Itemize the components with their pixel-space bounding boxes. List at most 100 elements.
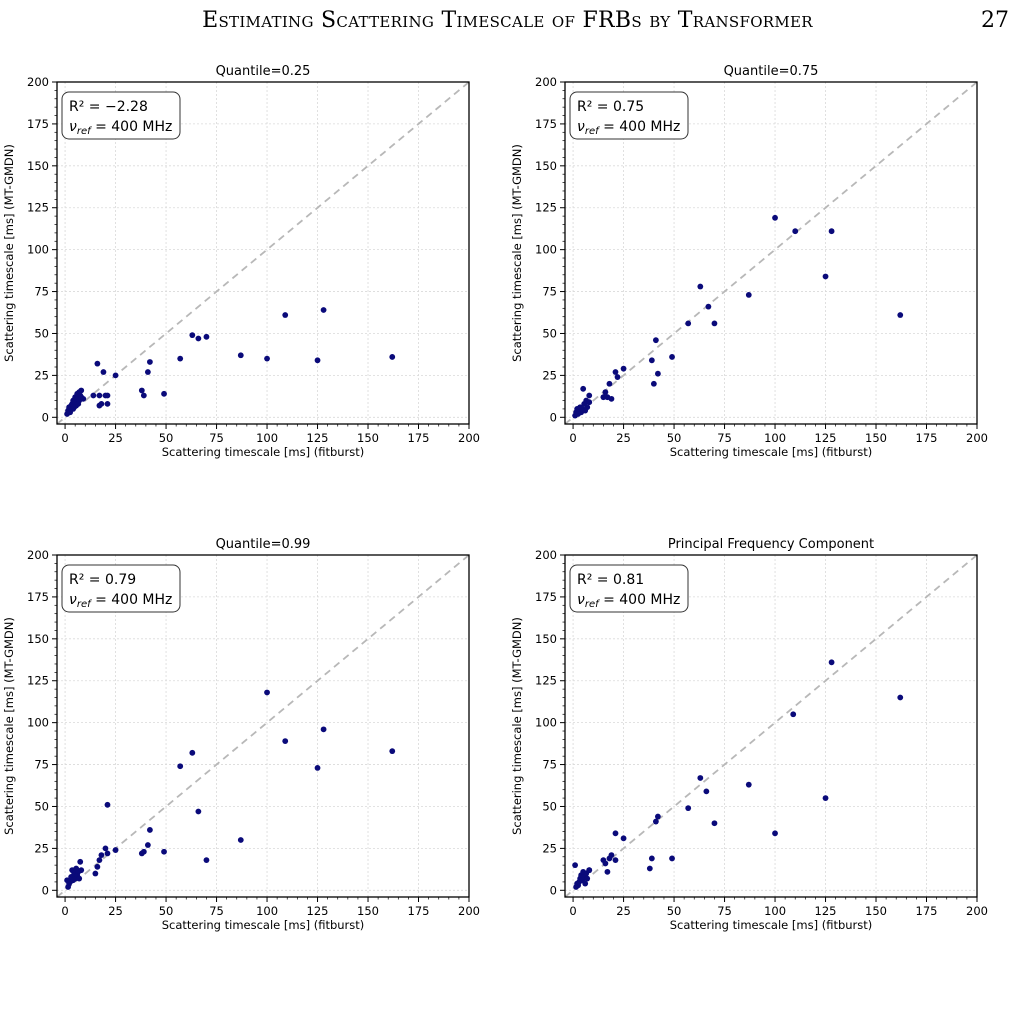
x-tick-label: 175: [408, 431, 430, 445]
data-point: [669, 855, 675, 862]
data-point: [282, 738, 289, 744]
x-tick-label: 100: [764, 431, 786, 445]
data-point: [608, 852, 615, 858]
y-tick-label: 50: [542, 799, 557, 813]
data-point: [584, 404, 591, 411]
identity-line: [56, 554, 470, 898]
x-tick-label: 200: [458, 904, 480, 918]
x-tick-label: 150: [865, 431, 887, 445]
y-tick-label: 200: [27, 75, 49, 89]
data-point: [697, 775, 704, 781]
data-point: [612, 857, 619, 864]
x-tick-label: 0: [61, 431, 68, 445]
y-tick-label: 25: [542, 841, 557, 855]
figure-caption: [4, 996, 1009, 1014]
y-tick-label: 25: [542, 368, 557, 382]
y-tick-label: 100: [27, 243, 49, 257]
data-point: [600, 394, 607, 401]
r2-annotation: R² = −2.28: [69, 99, 148, 115]
data-point: [389, 748, 396, 755]
data-point: [147, 827, 153, 833]
y-tick-label: 125: [535, 201, 557, 215]
data-point: [320, 726, 327, 733]
data-point: [78, 387, 85, 394]
x-tick-label: 0: [569, 904, 576, 918]
data-point: [772, 214, 778, 221]
data-point: [703, 788, 710, 795]
x-tick-label: 75: [209, 904, 224, 918]
y-tick-label: 175: [535, 117, 557, 131]
y-tick-label: 200: [535, 548, 557, 562]
data-point: [828, 228, 835, 235]
x-tick-label: 125: [307, 904, 329, 918]
x-axis-label: Scattering timescale [ms] (fitburst): [670, 918, 873, 932]
data-point: [705, 303, 712, 310]
r2-annotation: R² = 0.79: [69, 572, 136, 588]
reference-frequency-annotation: νref = 400 MHz: [577, 592, 680, 610]
reference-frequency-annotation: νref = 400 MHz: [69, 592, 172, 610]
x-tick-label: 25: [616, 904, 631, 918]
x-tick-label: 100: [764, 904, 786, 918]
data-point: [614, 374, 621, 380]
data-point: [650, 380, 657, 387]
annotation-box: [61, 564, 181, 613]
y-tick-label: 25: [34, 368, 49, 382]
x-tick-label: 50: [159, 431, 174, 445]
x-tick-label: 200: [966, 904, 988, 918]
x-axis-label: Scattering timescale [ms] (fitburst): [162, 445, 365, 459]
data-point: [606, 380, 613, 387]
x-tick-label: 75: [717, 431, 732, 445]
y-tick-label: 100: [535, 243, 557, 257]
data-point: [604, 868, 611, 875]
x-tick-label: 150: [357, 904, 379, 918]
identity-line: [564, 554, 978, 898]
data-point: [314, 357, 321, 364]
x-tick-label: 150: [357, 431, 379, 445]
y-tick-label: 125: [27, 674, 49, 688]
x-tick-label: 100: [256, 904, 278, 918]
data-point: [655, 370, 661, 377]
y-tick-label: 150: [535, 159, 557, 173]
data-point: [792, 228, 799, 235]
data-point: [897, 312, 904, 318]
data-point: [94, 360, 101, 367]
y-tick-label: 75: [34, 285, 49, 299]
data-point: [897, 694, 904, 701]
data-point: [320, 307, 327, 313]
y-axis-label: Scattering timescale [ms] (MT-GMDN): [510, 617, 524, 835]
y-tick-label: 100: [27, 716, 49, 730]
x-tick-label: 25: [108, 431, 123, 445]
figure: 0 25 50 75 100 125 150 175 200 0 25 50 75 100 125 150 17…: [2, 64, 988, 932]
data-point: [669, 354, 675, 360]
data-point: [203, 333, 210, 340]
data-point: [685, 320, 692, 327]
data-point: [138, 387, 145, 394]
y-tick-label: 0: [550, 410, 557, 424]
data-point: [94, 863, 101, 870]
y-tick-label: 200: [535, 75, 557, 89]
data-point: [237, 352, 244, 359]
annotation-box: [61, 91, 181, 140]
y-tick-label: 75: [542, 285, 557, 299]
plot-frame: [564, 554, 978, 898]
x-tick-label: 100: [256, 431, 278, 445]
data-point: [648, 357, 655, 364]
data-point: [102, 845, 109, 852]
data-point: [203, 857, 210, 864]
y-tick-label: 150: [535, 632, 557, 646]
annotation-box: [569, 564, 689, 613]
running-head: Estimating Scattering Timescale of FRBs …: [0, 8, 1015, 42]
page-number: 27: [981, 8, 1009, 33]
chart-panel-2: 0 25 50 75 100 125 150 175 200 0 25 50 75 100 125 150 17…: [510, 64, 988, 459]
data-point: [685, 805, 692, 812]
data-point: [790, 711, 797, 718]
data-point: [147, 359, 153, 365]
r2-annotation: R² = 0.81: [577, 572, 644, 588]
data-point: [602, 389, 609, 396]
y-tick-label: 25: [34, 841, 49, 855]
y-tick-label: 200: [27, 548, 49, 562]
data-point: [612, 830, 619, 837]
data-point: [620, 365, 627, 372]
data-point: [96, 857, 103, 864]
y-tick-label: 75: [34, 758, 49, 772]
